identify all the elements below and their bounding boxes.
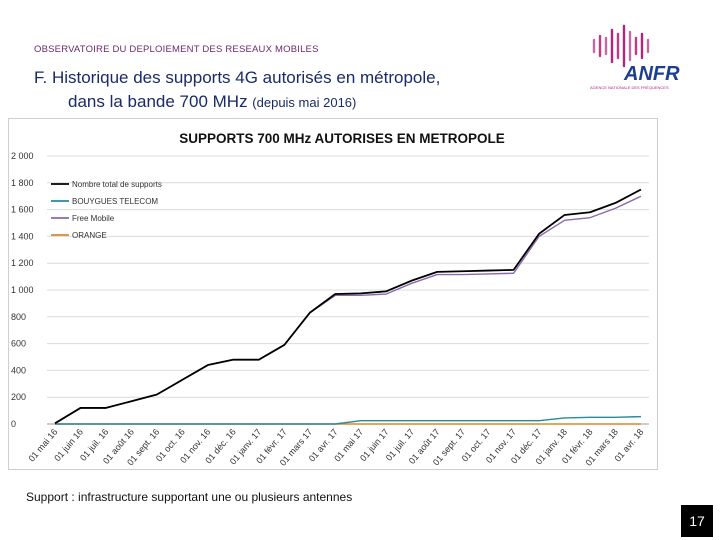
chart-container: SUPPORTS 700 MHz AUTORISES EN METROPOLE … bbox=[8, 118, 658, 470]
footnote: Support : infrastructure supportant une … bbox=[26, 490, 353, 504]
line-chart: SUPPORTS 700 MHz AUTORISES EN METROPOLE … bbox=[11, 131, 649, 468]
legend-label: Nombre total de supports bbox=[72, 180, 162, 189]
legend-label: ORANGE bbox=[72, 231, 107, 240]
series-line-1 bbox=[55, 415, 642, 425]
y-tick-label: 2 000 bbox=[11, 151, 34, 161]
y-tick-label: 1 800 bbox=[11, 178, 34, 188]
anfr-waveform-icon bbox=[592, 24, 650, 68]
y-tick-label: 600 bbox=[11, 339, 26, 349]
anfr-logo-text: ANFR bbox=[623, 63, 680, 85]
observatory-header: OBSERVATOIRE DU DEPLOIEMENT DES RESEAUX … bbox=[34, 44, 319, 55]
y-tick-label: 400 bbox=[11, 365, 26, 375]
anfr-logo-tagline: AGENCE NATIONALE DES FRÉQUENCES bbox=[590, 85, 669, 90]
y-tick-label: 800 bbox=[11, 312, 26, 322]
y-tick-label: 1 400 bbox=[11, 231, 34, 241]
title-subtitle: (depuis mai 2016) bbox=[252, 95, 357, 110]
legend-label: BOUYGUES TELECOM bbox=[72, 197, 158, 206]
series-line-2 bbox=[54, 195, 642, 424]
page-number: 17 bbox=[681, 505, 713, 537]
y-tick-label: 1 000 bbox=[11, 285, 34, 295]
y-tick-label: 1 200 bbox=[11, 258, 34, 268]
title-line-1: F. Historique des supports 4G autorisés … bbox=[34, 68, 441, 87]
y-tick-label: 0 bbox=[11, 419, 16, 429]
page-title: F. Historique des supports 4G autorisés … bbox=[34, 66, 440, 115]
anfr-logo: ANFR AGENCE NATIONALE DES FRÉQUENCES bbox=[588, 22, 688, 92]
series-line-0 bbox=[54, 188, 642, 425]
chart-title: SUPPORTS 700 MHz AUTORISES EN METROPOLE bbox=[179, 131, 505, 146]
y-tick-label: 200 bbox=[11, 392, 26, 402]
title-line-2-main: dans la bande 700 MHz bbox=[68, 92, 248, 111]
legend-label: Free Mobile bbox=[72, 214, 115, 223]
y-tick-label: 1 600 bbox=[11, 205, 34, 215]
title-line-2: dans la bande 700 MHz (depuis mai 2016) bbox=[34, 90, 440, 115]
